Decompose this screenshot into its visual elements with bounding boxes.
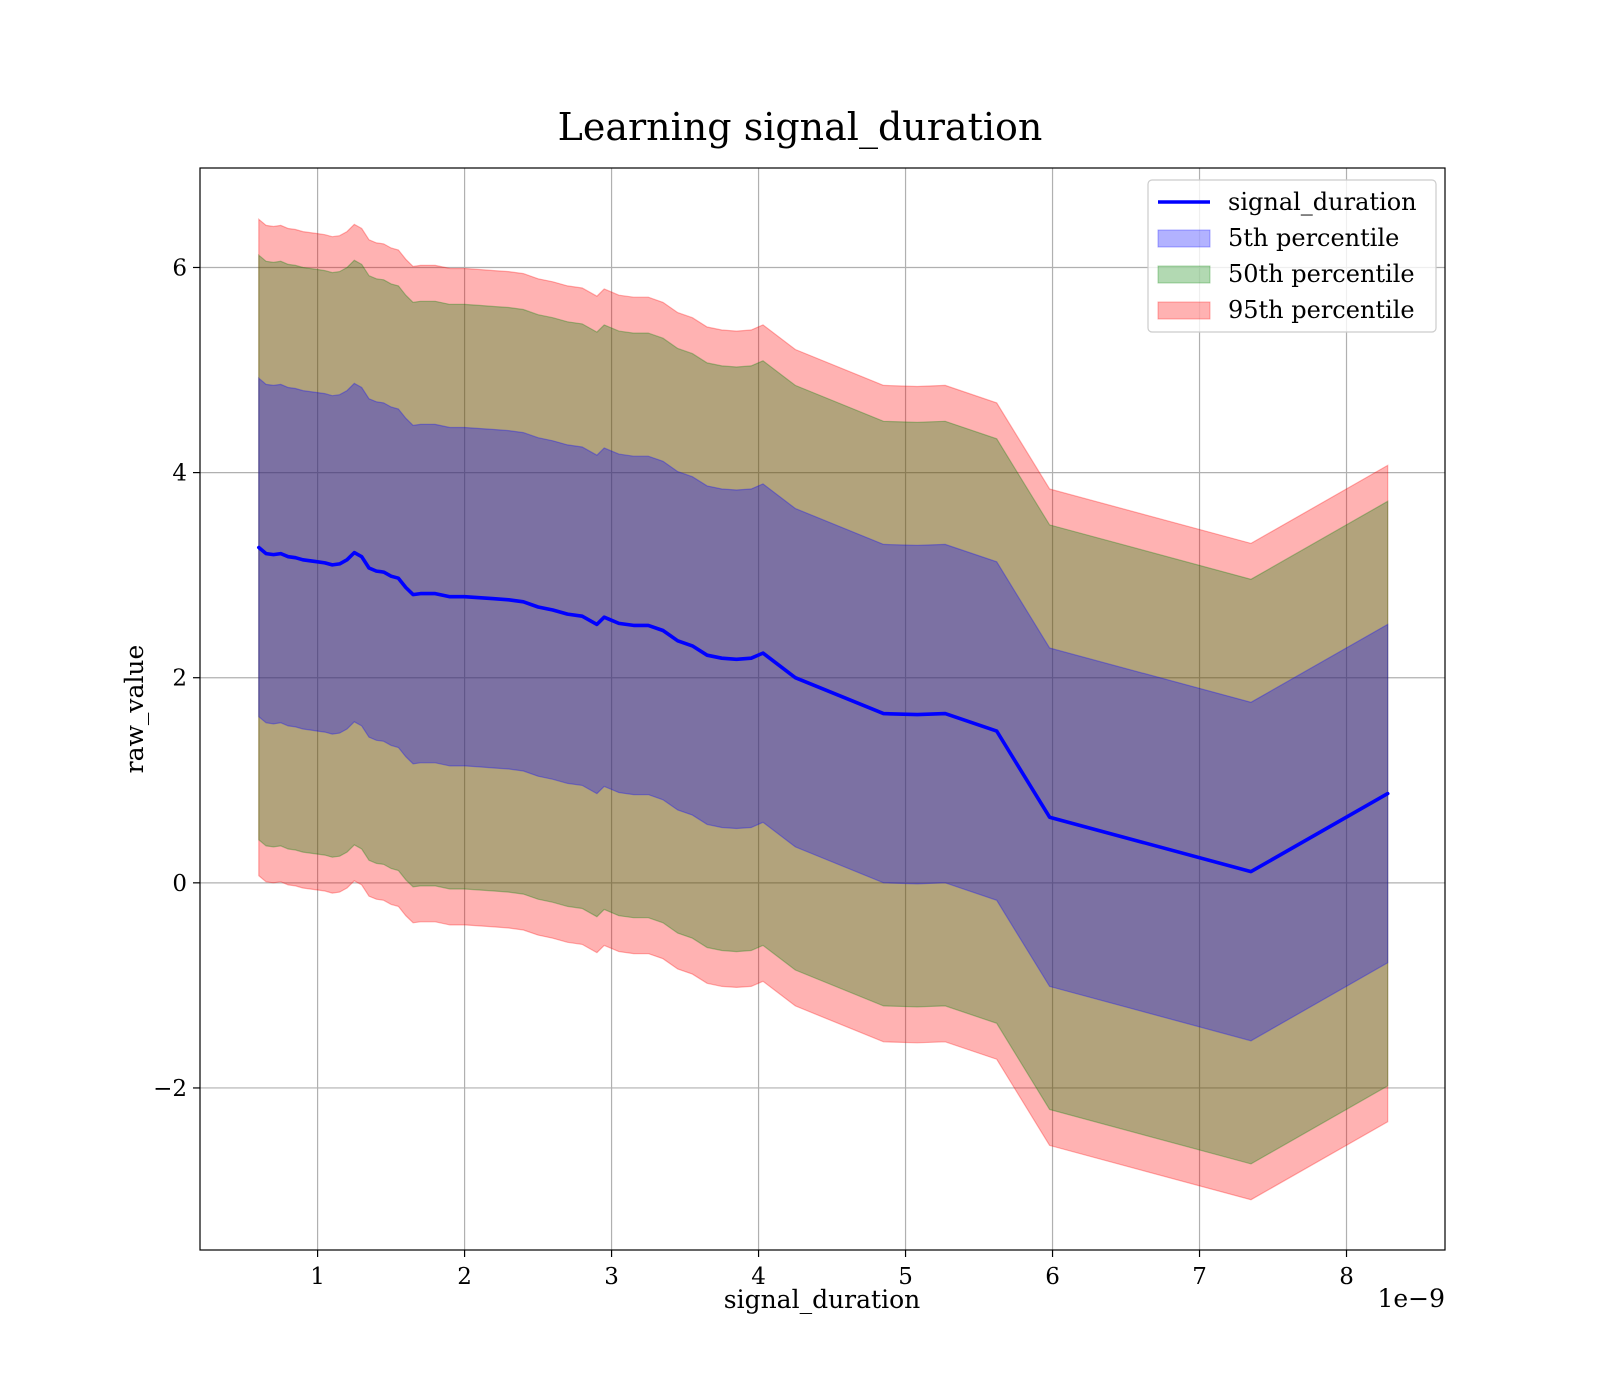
percentile-bands (258, 218, 1389, 1201)
legend-swatch-95th-percentile (1157, 301, 1211, 320)
series-line-group (256, 545, 1390, 874)
y-axis-label: raw_value (120, 645, 149, 774)
y-axis-ticks: −2 0 2 4 6 (153, 255, 200, 1102)
x-tick-label-0: 1 (310, 1264, 325, 1290)
x-offset-label: 1e−9 (1377, 1284, 1445, 1313)
legend: signal_duration 5th percentile 50th percen… (1147, 179, 1437, 333)
x-tick-label-5: 6 (1045, 1264, 1060, 1290)
x-tick-label-3: 4 (751, 1264, 766, 1290)
legend-label-50th-percentile: 50th percentile (1228, 260, 1415, 288)
legend-box (1147, 179, 1437, 333)
y-tick-label-2: 2 (172, 666, 187, 692)
legend-swatch-50th-percentile (1157, 265, 1211, 284)
x-tick-label-4: 5 (898, 1264, 913, 1290)
legend-label-5th-percentile: 5th percentile (1228, 224, 1399, 252)
x-tick-label-1: 2 (457, 1264, 472, 1290)
band-5th-percentile (258, 376, 1389, 1042)
y-tick-label-3: 4 (172, 461, 187, 487)
legend-label-signal_duration: signal_duration (1228, 188, 1417, 216)
x-axis-ticks: 1 2 3 4 5 6 7 8 (310, 1250, 1354, 1290)
series-line-signal-duration (256, 545, 1390, 874)
y-tick-label-4: 6 (172, 255, 187, 281)
band-95th-percentile (258, 218, 1389, 1201)
y-tick-label-1: 0 (172, 871, 187, 897)
chart-title: Learning signal_duration (558, 105, 1043, 150)
legend-swatch-5th-percentile (1157, 229, 1211, 248)
x-tick-label-2: 3 (604, 1264, 619, 1290)
x-axis-label: signal_duration (724, 1285, 920, 1314)
plot-frame (199, 167, 1446, 1251)
legend-label-95th-percentile: 95th percentile (1228, 296, 1415, 324)
y-tick-label-0: −2 (153, 1076, 187, 1102)
band-50th-percentile (258, 253, 1389, 1165)
x-tick-label-7: 8 (1339, 1264, 1354, 1290)
x-tick-label-6: 7 (1192, 1264, 1207, 1290)
